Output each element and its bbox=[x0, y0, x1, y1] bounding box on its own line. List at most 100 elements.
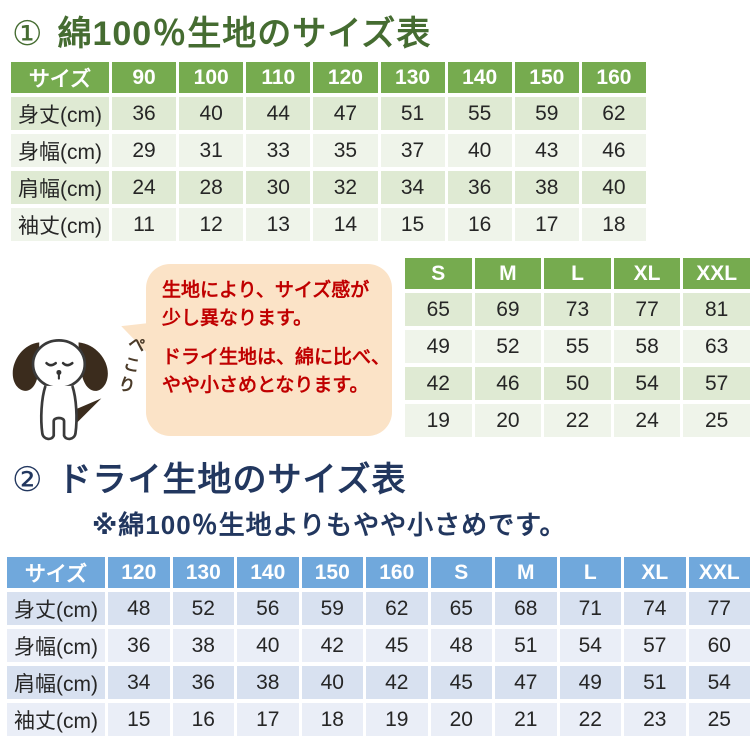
row-label: 身幅(cm) bbox=[7, 629, 105, 662]
row-label: 身幅(cm) bbox=[11, 134, 109, 167]
table-header-row: S M L XL XXL bbox=[405, 258, 750, 289]
size-cell: 40 bbox=[581, 171, 646, 204]
size-cell: 40 bbox=[179, 97, 244, 130]
table-row: 袖丈(cm) 11 12 13 14 15 16 17 18 bbox=[11, 208, 646, 241]
header-cell: XL bbox=[613, 258, 681, 289]
section2-subtitle: ※綿100％生地よりもやや小さめです。 bbox=[92, 510, 567, 540]
size-cell: 47 bbox=[495, 666, 557, 699]
size-cell: 38 bbox=[514, 171, 579, 204]
note-line: 生地により、サイズ感が bbox=[162, 280, 370, 301]
size-cell: 44 bbox=[246, 97, 311, 130]
size-cell: 54 bbox=[613, 367, 681, 400]
row-label: 身丈(cm) bbox=[7, 592, 105, 625]
section1-title: ① 綿100％生地のサイズ表 bbox=[12, 6, 431, 55]
header-cell: サイズ bbox=[11, 62, 109, 93]
header-cell: 130 bbox=[380, 62, 445, 93]
size-cell: 20 bbox=[430, 703, 492, 736]
size-cell: 17 bbox=[514, 208, 579, 241]
size-cell: 62 bbox=[581, 97, 646, 130]
size-cell: 54 bbox=[688, 666, 750, 699]
size-cell: 23 bbox=[624, 703, 686, 736]
size-cell: 55 bbox=[447, 97, 512, 130]
dog-illustration bbox=[4, 330, 120, 448]
note-line: ドライ生地は、綿に比べ、 bbox=[162, 347, 391, 369]
size-cell: 71 bbox=[559, 592, 621, 625]
table-row: 42 46 50 54 57 bbox=[405, 367, 750, 400]
size-cell: 35 bbox=[313, 134, 378, 167]
size-cell: 45 bbox=[430, 666, 492, 699]
table-header-row: サイズ 120 130 140 150 160 S M L XL XXL bbox=[7, 557, 750, 588]
size-cell: 58 bbox=[613, 330, 681, 363]
table-row: 19 20 22 24 25 bbox=[405, 404, 750, 437]
size-cell: 18 bbox=[301, 703, 363, 736]
size-cell: 36 bbox=[172, 666, 234, 699]
header-cell: 120 bbox=[108, 557, 170, 588]
size-cell: 43 bbox=[514, 134, 579, 167]
size-cell: 55 bbox=[544, 330, 611, 363]
section2-title-text: ドライ生地のサイズ表 bbox=[57, 461, 407, 499]
size-cell: 65 bbox=[405, 293, 472, 326]
header-cell: 150 bbox=[514, 62, 579, 93]
size-cell: 81 bbox=[683, 293, 750, 326]
size-cell: 16 bbox=[172, 703, 234, 736]
size-cell: 49 bbox=[405, 330, 472, 363]
size-cell: 15 bbox=[108, 703, 170, 736]
section2-number: ② bbox=[12, 461, 44, 499]
size-cell: 77 bbox=[688, 592, 750, 625]
table-row: 身丈(cm) 48 52 56 59 62 65 68 71 74 77 bbox=[7, 592, 750, 625]
note-line: やや小さめとなります。 bbox=[162, 374, 369, 396]
header-cell: L bbox=[544, 258, 611, 289]
header-cell: サイズ bbox=[7, 557, 105, 588]
size-cell: 34 bbox=[380, 171, 445, 204]
size-cell: 57 bbox=[624, 629, 686, 662]
header-cell: XXL bbox=[688, 557, 750, 588]
size-cell: 34 bbox=[108, 666, 170, 699]
size-cell: 74 bbox=[624, 592, 686, 625]
size-cell: 46 bbox=[581, 134, 646, 167]
header-cell: 150 bbox=[301, 557, 363, 588]
table-row: 65 69 73 77 81 bbox=[405, 293, 750, 326]
size-cell: 36 bbox=[108, 629, 170, 662]
size-cell: 22 bbox=[544, 404, 611, 437]
note-text-size-difference: 生地により、サイズ感が 少し異なります。 bbox=[162, 277, 378, 332]
size-cell: 38 bbox=[237, 666, 299, 699]
header-cell: 160 bbox=[366, 557, 428, 588]
header-cell: 160 bbox=[581, 62, 646, 93]
header-cell: S bbox=[430, 557, 492, 588]
size-cell: 40 bbox=[301, 666, 363, 699]
section1-title-text: 綿100％生地のサイズ表 bbox=[57, 15, 432, 53]
size-cell: 40 bbox=[447, 134, 512, 167]
cotton-size-table: サイズ 90 100 110 120 130 140 150 160 身丈(cm… bbox=[8, 58, 649, 245]
header-cell: XXL bbox=[683, 258, 750, 289]
size-cell: 69 bbox=[474, 293, 542, 326]
row-label: 肩幅(cm) bbox=[11, 171, 109, 204]
size-cell: 57 bbox=[683, 367, 750, 400]
header-cell: 100 bbox=[179, 62, 244, 93]
size-cell: 42 bbox=[405, 367, 472, 400]
size-cell: 24 bbox=[112, 171, 177, 204]
header-cell: 130 bbox=[172, 557, 234, 588]
size-cell: 25 bbox=[683, 404, 750, 437]
dog-icon bbox=[12, 339, 108, 441]
size-cell: 32 bbox=[313, 171, 378, 204]
note-speech-bubble: 生地により、サイズ感が 少し異なります。 ドライ生地は、綿に比べ、 やや小さめと… bbox=[146, 264, 392, 436]
adult-size-table: S M L XL XXL 65 69 73 77 81 49 52 55 58 … bbox=[402, 254, 753, 441]
size-cell: 51 bbox=[380, 97, 445, 130]
header-cell: 90 bbox=[112, 62, 177, 93]
size-cell: 42 bbox=[301, 629, 363, 662]
header-cell: 140 bbox=[447, 62, 512, 93]
header-cell: 140 bbox=[237, 557, 299, 588]
size-cell: 52 bbox=[172, 592, 234, 625]
size-cell: 38 bbox=[172, 629, 234, 662]
size-cell: 65 bbox=[430, 592, 492, 625]
table-row: 身幅(cm) 36 38 40 42 45 48 51 54 57 60 bbox=[7, 629, 750, 662]
size-cell: 25 bbox=[688, 703, 750, 736]
row-label: 身丈(cm) bbox=[11, 97, 109, 130]
size-cell: 15 bbox=[380, 208, 445, 241]
size-cell: 37 bbox=[380, 134, 445, 167]
header-cell: M bbox=[474, 258, 542, 289]
size-cell: 11 bbox=[112, 208, 177, 241]
size-cell: 56 bbox=[237, 592, 299, 625]
size-cell: 20 bbox=[474, 404, 542, 437]
size-cell: 42 bbox=[366, 666, 428, 699]
